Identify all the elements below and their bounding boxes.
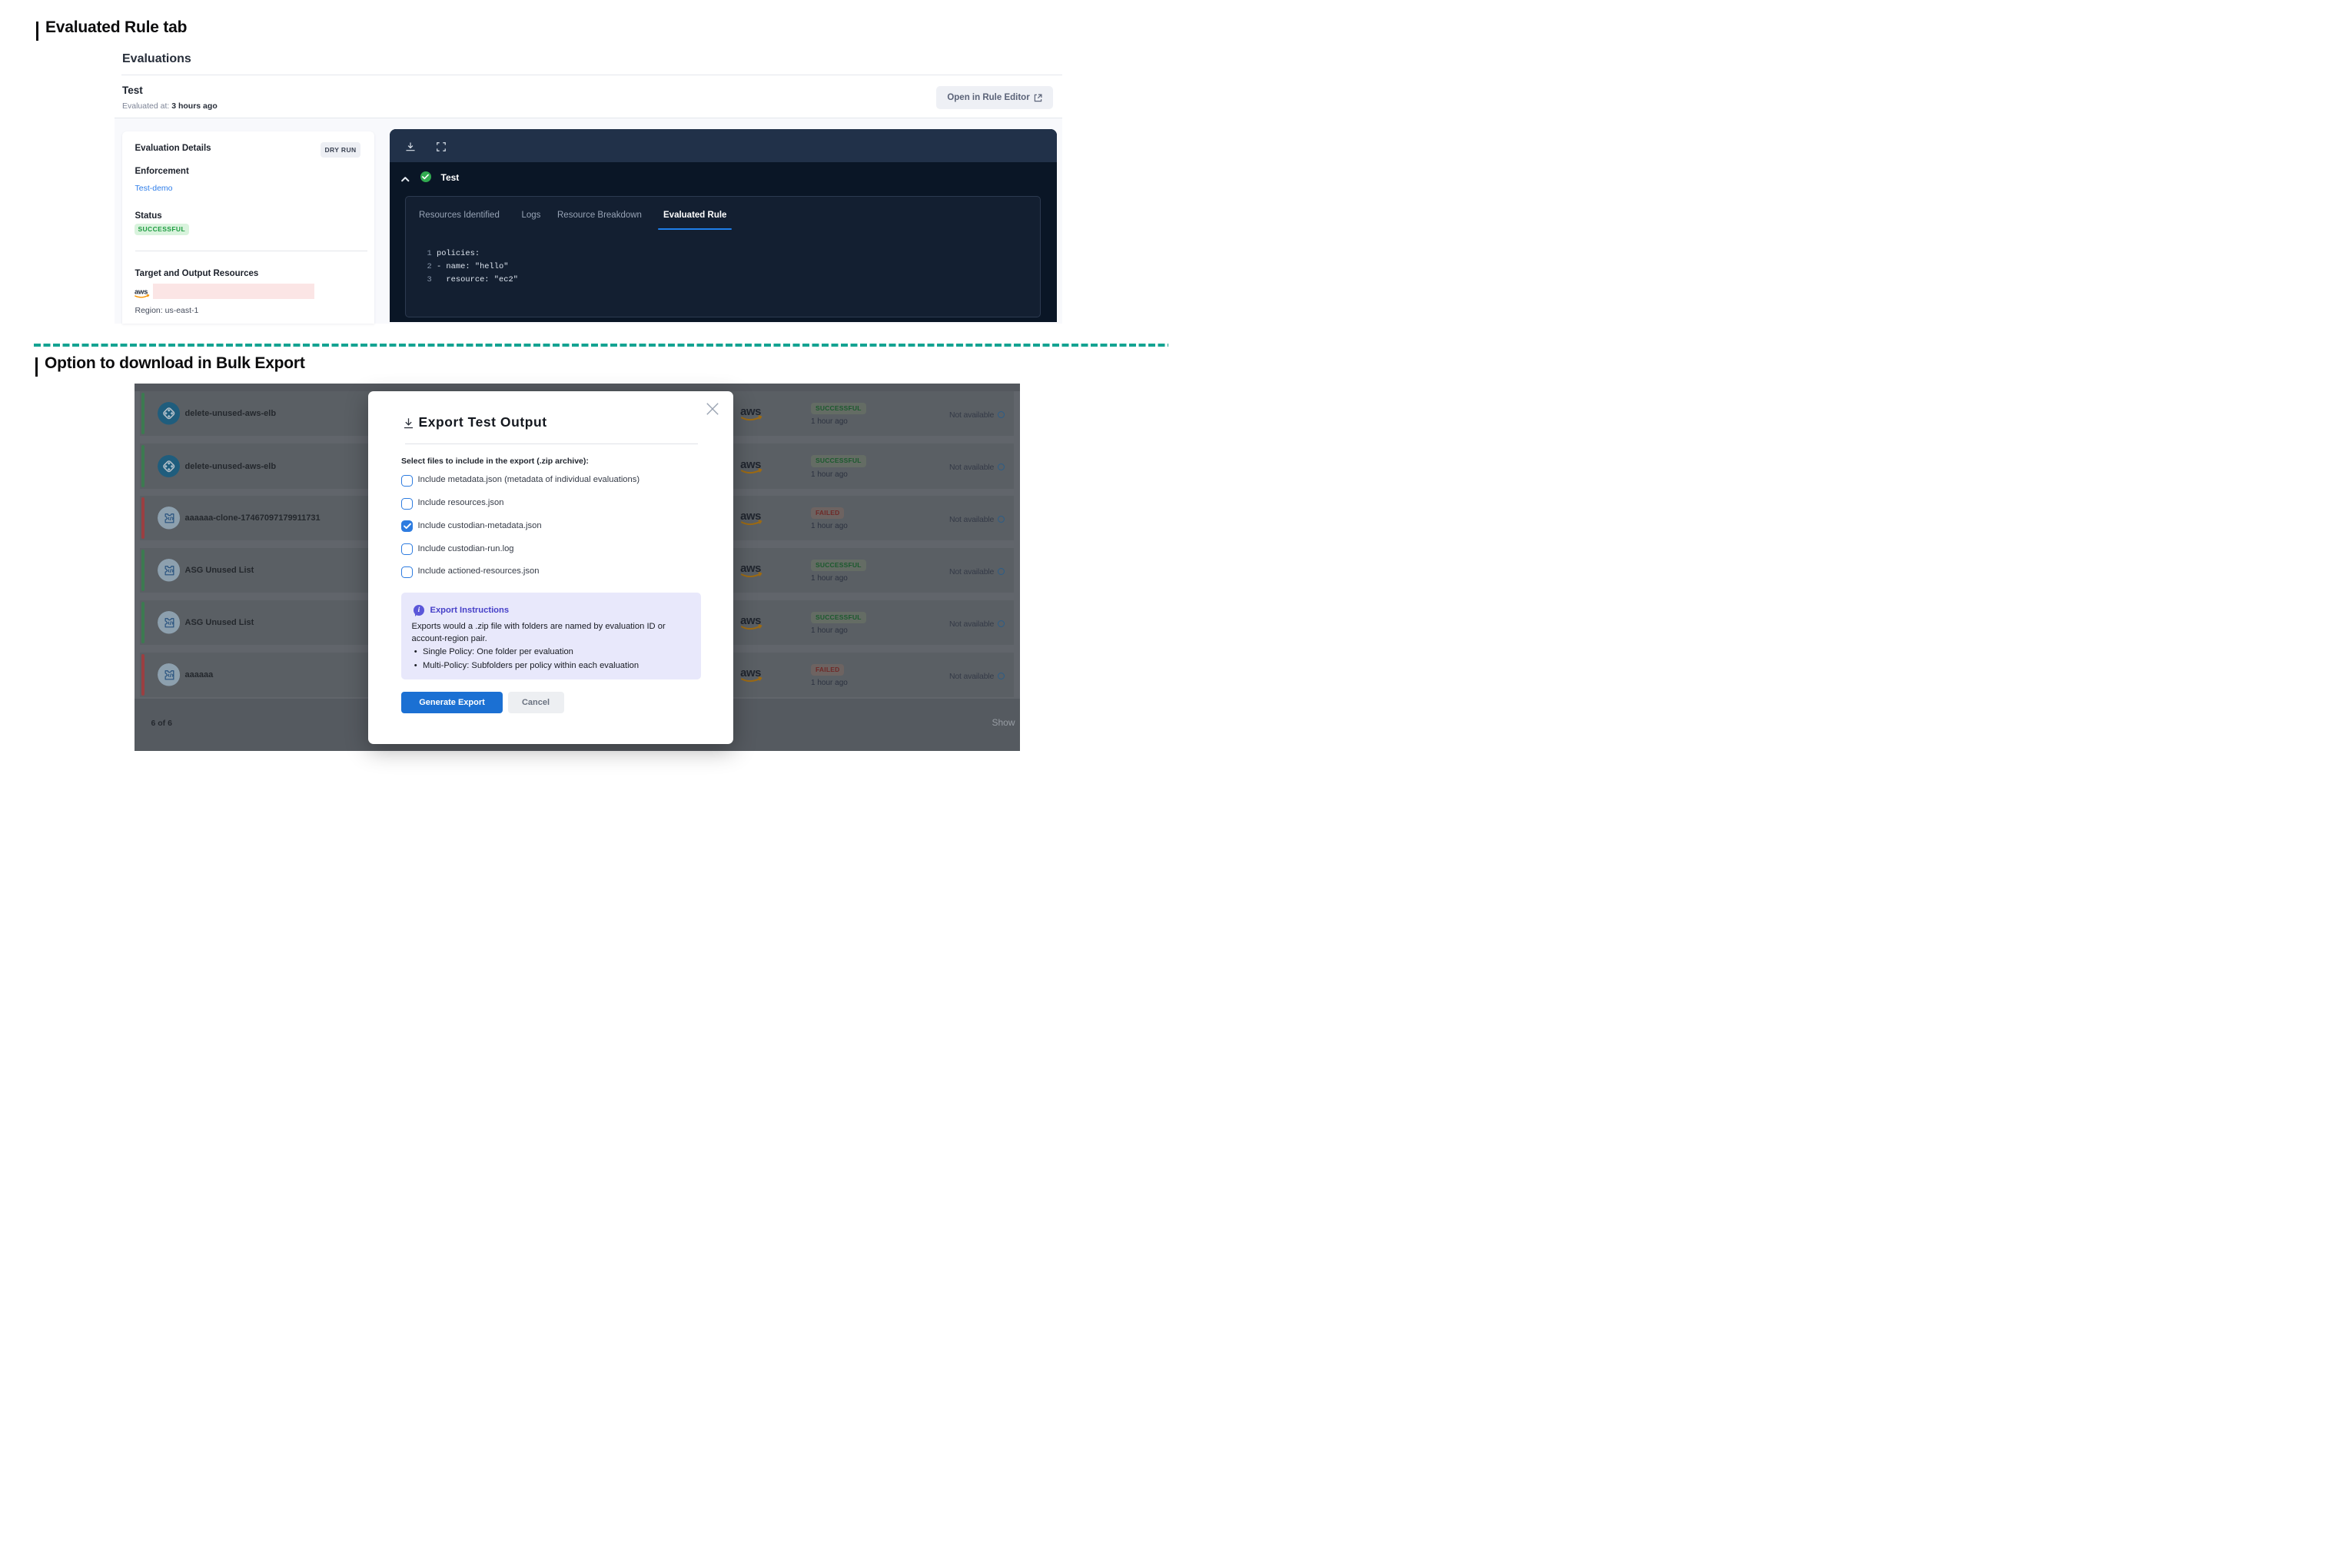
svg-text:aws: aws: [135, 288, 148, 297]
